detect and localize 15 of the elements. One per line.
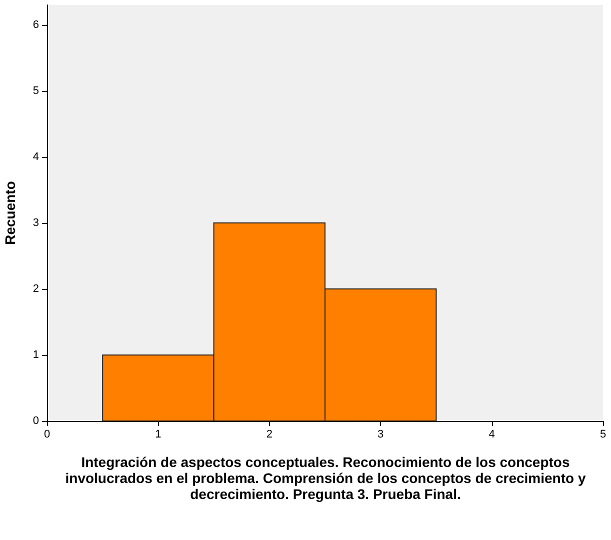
y-tick-label: 1 xyxy=(32,348,39,361)
x-axis-title: Integración de aspectos conceptuales. Reconocimiento de los conceptos involucrados en el problema. Comprensión de los conceptos de crecimiento y decrecimiento. Pregunta 3. Prueba Final. xyxy=(64,453,587,502)
y-tick-label: 5 xyxy=(32,84,39,97)
y-tick-label: 3 xyxy=(32,216,39,229)
y-tick-label: 0 xyxy=(32,415,39,427)
y-axis-title: Recuento xyxy=(2,181,18,245)
x-tick-label: 3 xyxy=(378,428,384,440)
x-tick-label: 1 xyxy=(155,428,162,440)
x-tick-label: 0 xyxy=(44,428,50,440)
y-tick-label: 6 xyxy=(32,18,39,31)
x-tick-label: 4 xyxy=(488,428,495,440)
x-tick-label: 2 xyxy=(266,428,272,440)
y-tick-label: 4 xyxy=(32,150,39,163)
x-tick-label: 5 xyxy=(600,428,606,440)
y-tick-label: 2 xyxy=(32,282,39,295)
